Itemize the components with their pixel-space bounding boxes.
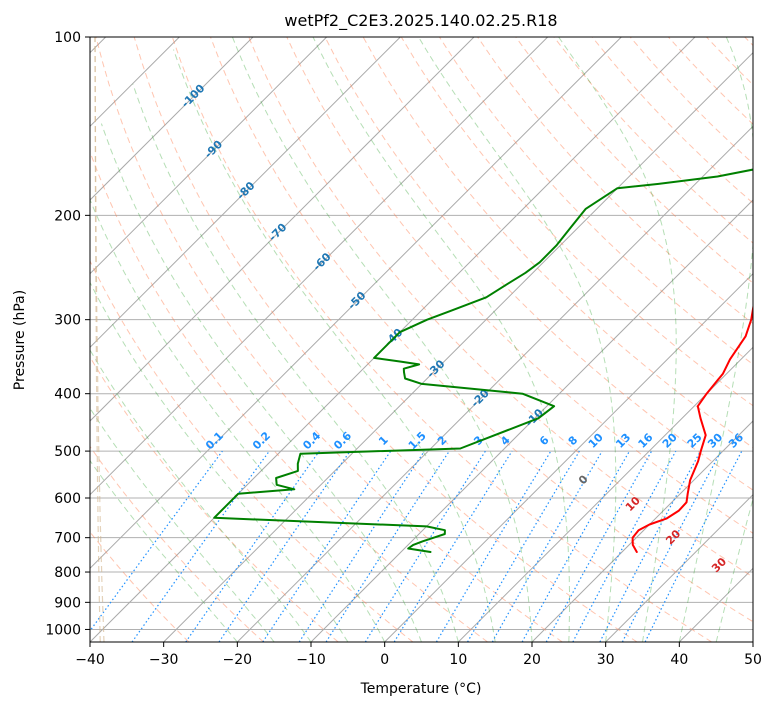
x-tick-label: −10 xyxy=(296,652,326,668)
moist-adiabat xyxy=(132,83,459,642)
dry-adiabat xyxy=(90,356,339,642)
x-tick-label: 20 xyxy=(523,652,541,668)
mixing-ratio-line xyxy=(393,450,513,642)
x-tick-label: −20 xyxy=(223,652,253,668)
x-tick-label: 50 xyxy=(744,652,762,668)
moist-adiabat xyxy=(418,37,617,642)
isotherm-line xyxy=(90,37,549,496)
x-tick-label: −30 xyxy=(149,652,179,668)
y-tick-label: 300 xyxy=(54,313,81,329)
moist-adiabat xyxy=(231,37,533,642)
y-tick-label: 500 xyxy=(54,444,81,460)
chart-title: wetPf2_C2E3.2025.140.02.25.R18 xyxy=(284,11,557,31)
axis-layer: −40 −30 −20 −10 0 10 20 30 40 50 100 200 300 400 500 60… xyxy=(45,30,762,668)
y-tick-label: 900 xyxy=(54,595,81,611)
y-tick-label: 800 xyxy=(54,565,81,581)
dry-adiabat xyxy=(90,259,414,642)
moist-adiabat xyxy=(100,123,422,642)
moist-adiabat xyxy=(558,37,677,642)
isotherm-line xyxy=(236,125,753,642)
y-tick-label: 100 xyxy=(54,30,81,46)
plot-frame xyxy=(89,36,754,643)
isotherm-line xyxy=(90,37,328,275)
dry-adiabat xyxy=(95,37,563,642)
dry-adiabat xyxy=(324,37,753,491)
isotherm-line xyxy=(90,37,254,201)
mixing-ratio-line xyxy=(545,450,653,642)
isotherm-line xyxy=(90,37,622,570)
mixing-ratio-line xyxy=(325,450,450,642)
dry-adiabat xyxy=(90,445,264,642)
mixing-ratio-line xyxy=(131,450,270,642)
reference-curve xyxy=(94,37,105,642)
mixing-ratio-line xyxy=(90,450,223,632)
dry-adiabat xyxy=(248,37,753,578)
y-tick-label: 200 xyxy=(54,208,81,224)
x-tick-label: 10 xyxy=(449,652,467,668)
moist-adiabat xyxy=(90,281,349,642)
isotherm-line xyxy=(384,272,753,642)
x-axis-label: Temperature (°C) xyxy=(360,681,482,697)
dry-adiabat xyxy=(515,37,753,284)
y-tick-label: 400 xyxy=(54,387,81,403)
isotherm-line xyxy=(457,346,753,642)
x-tick-label: 30 xyxy=(597,652,615,668)
mixing-ratio-line xyxy=(298,450,425,642)
series-layer xyxy=(213,168,753,553)
mixing-ratio-line xyxy=(644,450,743,642)
x-tick-label: −40 xyxy=(75,652,105,668)
moist-adiabat xyxy=(90,407,275,642)
isotherm-line xyxy=(605,493,753,642)
moist-adiabat xyxy=(90,349,312,642)
grid-layer xyxy=(90,37,753,642)
moist-adiabat xyxy=(90,198,386,642)
dry-adiabat xyxy=(133,37,638,642)
isotherm-line xyxy=(90,37,475,422)
x-tick-label: 0 xyxy=(380,652,389,668)
x-tick-label: 40 xyxy=(670,652,688,668)
dry-adiabat xyxy=(210,37,753,623)
mixing-ratio-line xyxy=(262,450,392,642)
mixing-ratio-line xyxy=(218,450,351,642)
moist-adiabat xyxy=(173,49,496,642)
y-tick-label: 700 xyxy=(54,531,81,547)
moist-adiabat xyxy=(715,497,753,642)
mixing-ratio-line xyxy=(185,450,320,642)
mixing-ratio-line xyxy=(572,450,677,642)
dry-adiabat xyxy=(286,37,753,534)
mixing-ratio-line xyxy=(521,450,631,642)
moist-adiabat xyxy=(678,37,753,642)
isotherm-line xyxy=(163,51,753,642)
y-tick-label: 1000 xyxy=(45,622,81,638)
isotherm-line xyxy=(310,199,753,642)
y-axis-label: Pressure (hPa) xyxy=(12,290,28,390)
series-line-0 xyxy=(631,303,753,553)
isotherm-line xyxy=(90,37,401,349)
series-line-1 xyxy=(213,168,753,553)
moist-adiabat-label: 40 xyxy=(752,586,772,606)
dry-adiabat xyxy=(171,37,712,642)
y-tick-label: 600 xyxy=(54,491,81,507)
